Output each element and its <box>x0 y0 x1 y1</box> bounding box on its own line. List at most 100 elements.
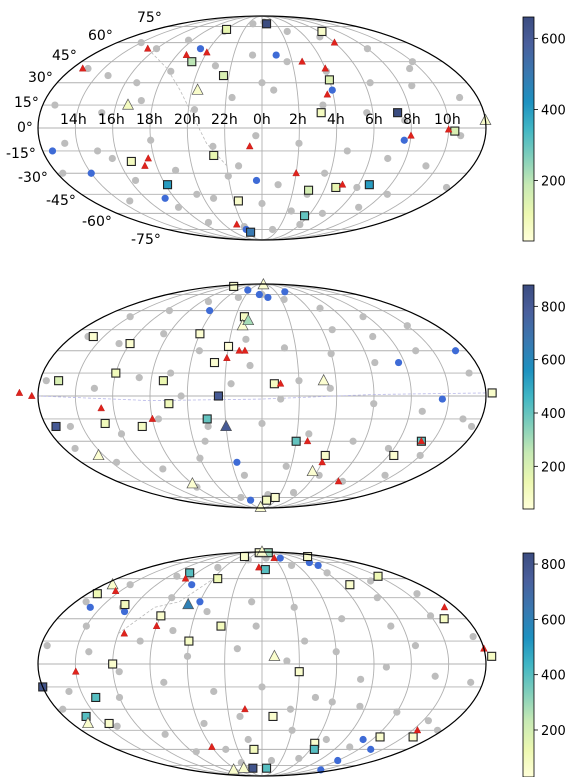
square-point <box>271 493 279 501</box>
square-point <box>269 712 277 720</box>
square-point <box>121 601 129 609</box>
square-point <box>318 27 326 35</box>
lat-label-m15: -15° <box>6 146 36 162</box>
blue-point <box>197 45 204 52</box>
gray-point <box>291 604 298 611</box>
gray-point <box>228 94 235 101</box>
square-point <box>249 764 257 772</box>
gray-point <box>319 101 326 108</box>
panel-1-colorbar: 200 400 600 <box>523 17 566 241</box>
gray-point <box>71 445 78 452</box>
gray-point <box>346 743 353 750</box>
gray-point <box>277 395 284 402</box>
gray-point <box>196 455 203 462</box>
gray-point <box>333 648 340 655</box>
square-point <box>488 652 496 660</box>
colorbar-2-gradient <box>523 285 534 509</box>
gray-point <box>371 359 378 366</box>
square-point <box>230 282 238 290</box>
gray-point <box>222 746 229 753</box>
colorbar-1-ticks: 200400600 <box>534 32 566 189</box>
square-point <box>305 186 313 194</box>
gray-point <box>116 694 123 701</box>
colorbar-tick-label: 400 <box>541 669 566 684</box>
gray-point <box>237 494 244 501</box>
colorbar-1-gradient <box>523 17 534 241</box>
gray-point <box>295 755 302 762</box>
gray-point <box>245 736 252 743</box>
blue-point <box>329 86 336 93</box>
gray-point <box>203 608 210 615</box>
gray-point <box>269 226 276 233</box>
gray-point <box>353 184 360 191</box>
gray-point <box>210 195 217 202</box>
gray-point <box>338 615 345 622</box>
gray-point <box>280 296 287 303</box>
gray-point <box>296 221 303 228</box>
lat-label-30: 30° <box>28 70 53 86</box>
gray-point <box>384 191 391 198</box>
gray-point <box>167 369 174 376</box>
square-point <box>196 330 204 338</box>
gray-point <box>467 679 474 686</box>
gray-point <box>284 28 291 35</box>
gray-point <box>412 642 419 649</box>
gray-point <box>205 298 212 305</box>
square-point <box>376 733 384 741</box>
square-point <box>325 76 333 84</box>
gray-point <box>235 162 242 169</box>
blue-point <box>247 497 254 504</box>
gray-point <box>193 191 200 198</box>
lon-label-2h: 2h <box>289 112 307 128</box>
gray-point <box>404 322 411 329</box>
gray-point <box>470 633 477 640</box>
square-point <box>247 228 255 236</box>
blue-point <box>253 177 260 184</box>
gray-point <box>356 703 363 710</box>
gray-point <box>387 622 394 629</box>
gray-point <box>329 698 336 705</box>
gray-point <box>384 155 391 162</box>
blue-point <box>188 581 195 588</box>
gray-point <box>205 423 212 430</box>
gray-point <box>408 82 415 89</box>
gray-point <box>459 415 466 422</box>
square-point <box>126 340 134 348</box>
square-point <box>186 569 194 577</box>
gray-point <box>301 637 308 644</box>
square-point <box>55 377 63 385</box>
square-point <box>225 342 233 350</box>
gray-point <box>126 197 133 204</box>
gray-point <box>104 72 111 79</box>
colorbar-tick-label: 400 <box>541 407 566 422</box>
gray-point <box>85 648 92 655</box>
square-point <box>165 400 173 408</box>
gray-point <box>168 594 175 601</box>
gray-point <box>234 645 241 652</box>
gray-point <box>132 177 139 184</box>
square-point <box>263 496 271 504</box>
gray-point <box>270 86 277 93</box>
gray-point <box>136 374 143 381</box>
colorbar-2-ticks: 200400600800 <box>534 300 566 475</box>
square-point <box>321 451 329 459</box>
gray-point <box>193 748 200 755</box>
gray-point <box>83 622 90 629</box>
square-point <box>374 572 382 580</box>
gray-point <box>349 438 356 445</box>
blue-point <box>162 195 169 202</box>
panel-3-colorbar: 200 400 600 800 <box>523 553 566 777</box>
square-point <box>127 157 135 165</box>
panel-2-colorbar: 200400600800 <box>523 285 566 509</box>
gray-point <box>118 430 125 437</box>
gray-point <box>214 564 221 571</box>
gray-point <box>364 45 371 52</box>
panel-3: 200 400 600 800 <box>38 546 566 777</box>
gray-point <box>253 622 260 629</box>
blue-point <box>88 170 95 177</box>
gray-point <box>138 39 145 46</box>
square-point <box>310 745 318 753</box>
lat-label-15: 15° <box>14 95 39 111</box>
gray-point <box>200 720 207 727</box>
colorbar-3-ticks: 200400600800 <box>534 558 566 739</box>
